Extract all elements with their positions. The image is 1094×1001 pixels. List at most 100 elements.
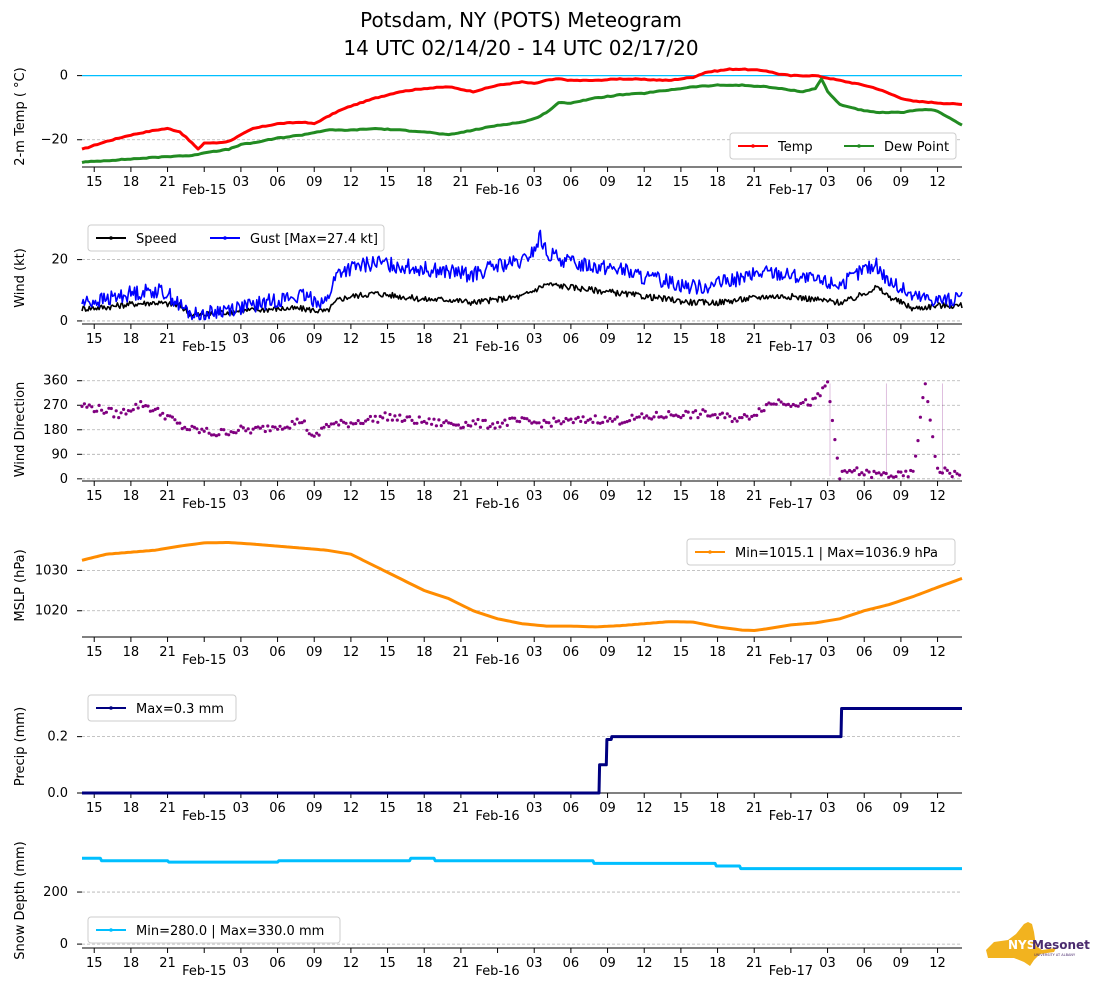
wind-direction-point [117, 416, 121, 420]
wind-direction-point [713, 413, 717, 417]
wind-direction-point [100, 408, 104, 412]
wind-direction-point [190, 424, 194, 428]
y-axis-label: Snow Depth (mm) [13, 841, 28, 959]
wind-direction-point [513, 416, 517, 420]
x-tick-label: 06 [269, 956, 286, 971]
wind-direction-point [554, 420, 558, 424]
wind-direction-point [926, 400, 930, 404]
wind-direction-point [520, 416, 524, 420]
y-tick-label: 90 [51, 447, 68, 462]
wind-direction-point [782, 402, 786, 406]
x-day-label: Feb-16 [475, 340, 519, 355]
wind-direction-point [503, 418, 507, 422]
wind-direction-point [711, 413, 715, 417]
y-tick-label: 0.0 [47, 786, 68, 801]
x-tick-label: 15 [379, 645, 396, 660]
wind-direction-point [654, 410, 659, 414]
series-precip-0 [82, 707, 962, 795]
wind-direction-point [696, 416, 700, 420]
x-day-label: Feb-17 [769, 964, 813, 979]
x-tick-label: 18 [123, 332, 140, 347]
x-tick-label: 21 [746, 801, 763, 816]
wind-direction-point [845, 470, 849, 474]
x-tick-label: 18 [123, 175, 140, 190]
wind-direction-point [173, 418, 177, 422]
wind-direction-point [945, 468, 949, 472]
x-tick-label: 03 [233, 489, 250, 504]
wind-direction-point [899, 470, 903, 474]
wind-direction-point [569, 417, 573, 421]
wind-direction-point [794, 404, 798, 408]
wind-direction-point [923, 382, 927, 386]
x-tick-label: 18 [416, 489, 433, 504]
wind-direction-point [175, 421, 179, 425]
wind-direction-point [562, 420, 566, 424]
wind-direction-point [471, 419, 475, 423]
y-axis-label: Wind (kt) [13, 248, 28, 308]
wind-direction-point [283, 426, 287, 430]
wind-direction-point [669, 413, 673, 417]
x-tick-label: 06 [856, 332, 873, 347]
wind-direction-point [738, 416, 742, 420]
x-tick-label: 03 [819, 645, 836, 660]
wind-direction-point [518, 420, 522, 424]
wind-direction-point [114, 409, 118, 413]
wind-direction-point [904, 469, 908, 473]
x-tick-label: 12 [636, 801, 653, 816]
wind-direction-point [645, 414, 649, 418]
wind-direction-point [442, 421, 446, 425]
wind-direction-point [535, 421, 539, 425]
wind-direction-point [613, 417, 617, 421]
wind-direction-point [205, 426, 209, 430]
wind-direction-point [383, 411, 387, 415]
x-tick-label: 09 [599, 175, 616, 190]
x-tick-label: 09 [599, 489, 616, 504]
wind-direction-point [464, 420, 468, 424]
wind-direction-point [637, 415, 641, 419]
x-tick-label: 12 [343, 801, 360, 816]
wind-direction-point [200, 427, 204, 431]
x-tick-label: 15 [86, 801, 103, 816]
wind-direction-point [87, 403, 91, 407]
wind-direction-point [454, 423, 458, 427]
x-tick-label: 15 [86, 956, 103, 971]
wind-direction-point [921, 396, 925, 400]
wind-direction-point [887, 475, 891, 479]
wind-direction-point [647, 416, 651, 420]
y-tick-label: 200 [43, 885, 68, 900]
wind-direction-point [425, 421, 429, 425]
wind-direction-point [530, 421, 534, 425]
wind-direction-point [124, 412, 128, 416]
x-tick-label: 15 [86, 175, 103, 190]
wind-direction-point [571, 421, 575, 425]
wind-direction-point [728, 414, 732, 418]
wind-direction-point [229, 430, 233, 434]
x-tick-label: 21 [453, 645, 470, 660]
wind-direction-point [278, 424, 282, 428]
x-tick-label: 09 [306, 332, 323, 347]
wind-direction-point [716, 416, 720, 420]
x-tick-label: 21 [159, 332, 176, 347]
x-tick-label: 15 [86, 645, 103, 660]
wind-direction-point [109, 406, 113, 411]
wind-direction-point [659, 415, 663, 419]
wind-direction-point [232, 430, 236, 435]
wind-direction-point [332, 422, 336, 426]
x-day-label: Feb-15 [182, 497, 226, 512]
wind-direction-point [491, 422, 495, 426]
wind-direction-point [236, 428, 240, 432]
x-tick-label: 06 [856, 175, 873, 190]
y-tick-label: 0.2 [47, 730, 68, 745]
y-tick-label: 1020 [35, 604, 68, 619]
legend-label: Min=1015.1 | Max=1036.9 hPa [735, 546, 938, 561]
wind-direction-point [364, 419, 368, 423]
wind-direction-point [676, 414, 681, 418]
x-day-label: Feb-17 [769, 497, 813, 512]
wind-direction-point [388, 412, 392, 417]
wind-direction-point [826, 380, 830, 384]
wind-direction-point [725, 412, 729, 416]
x-tick-label: 18 [416, 801, 433, 816]
wind-direction-point [483, 418, 487, 422]
wind-direction-point [542, 418, 546, 422]
wind-direction-point [266, 424, 270, 428]
